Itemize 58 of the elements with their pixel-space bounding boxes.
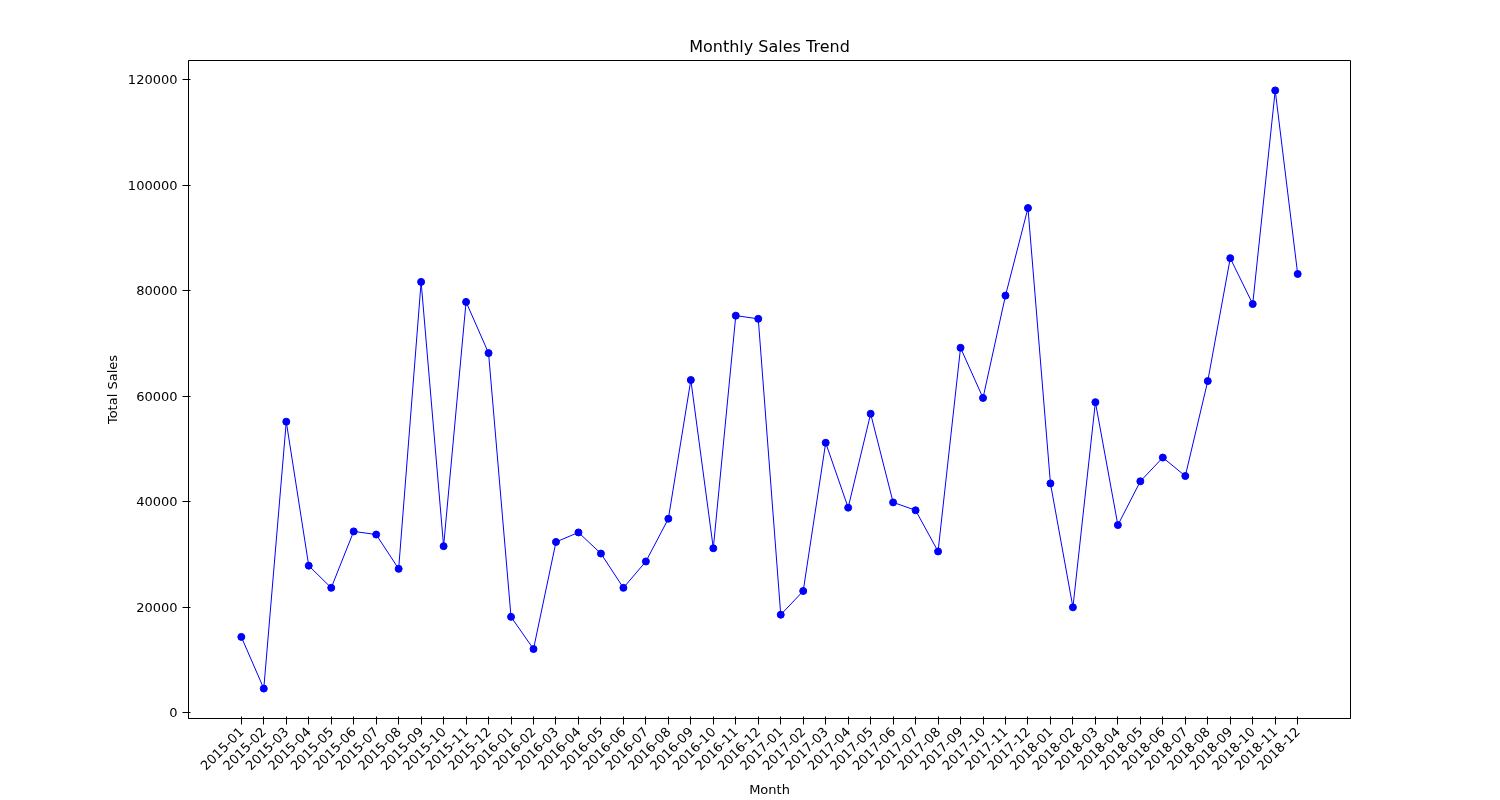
y-tick-label: 60000 xyxy=(136,388,178,404)
point xyxy=(911,506,920,515)
point xyxy=(979,393,988,402)
point xyxy=(327,583,336,592)
point xyxy=(417,277,426,286)
point xyxy=(1158,453,1167,462)
y-axis-title: Total Sales xyxy=(104,354,120,426)
y-tick-label: 20000 xyxy=(136,599,178,615)
point xyxy=(664,514,673,523)
point xyxy=(956,343,965,352)
point xyxy=(439,542,448,551)
point xyxy=(259,684,268,693)
point xyxy=(1113,521,1122,530)
point xyxy=(1046,479,1055,488)
point xyxy=(1023,204,1032,213)
point xyxy=(394,564,403,573)
point xyxy=(462,297,471,306)
point xyxy=(1248,300,1257,309)
point xyxy=(574,528,583,537)
point xyxy=(1181,472,1190,480)
point xyxy=(282,417,291,426)
point xyxy=(799,587,808,595)
point xyxy=(304,561,313,570)
point xyxy=(619,583,628,592)
point xyxy=(641,557,650,566)
point xyxy=(1293,269,1302,278)
point xyxy=(934,547,943,556)
point xyxy=(1136,477,1145,486)
point xyxy=(1068,603,1077,612)
y-tick-label: 0 xyxy=(169,705,178,721)
point xyxy=(349,527,358,536)
chart-title: Monthly Sales Trend xyxy=(689,36,850,56)
point xyxy=(1226,254,1235,263)
point xyxy=(1001,291,1010,300)
point xyxy=(1203,377,1212,386)
y-tick-label: 40000 xyxy=(136,494,178,510)
point xyxy=(709,544,718,553)
point xyxy=(1091,398,1100,407)
point xyxy=(686,376,695,384)
point xyxy=(754,314,763,323)
x-axis-title: Month xyxy=(749,782,790,798)
point xyxy=(507,612,516,621)
point xyxy=(731,311,740,320)
point xyxy=(551,537,560,546)
point xyxy=(821,438,830,447)
point xyxy=(866,409,875,418)
point xyxy=(484,349,493,358)
point xyxy=(529,645,538,654)
point xyxy=(372,530,381,539)
point xyxy=(237,632,246,641)
y-tick-label: 80000 xyxy=(136,283,178,299)
point xyxy=(844,503,853,512)
point xyxy=(1271,86,1280,95)
y-tick-label: 100000 xyxy=(127,177,178,193)
point xyxy=(889,498,898,507)
point xyxy=(596,549,605,558)
y-tick-label: 120000 xyxy=(127,72,178,88)
point xyxy=(776,610,785,619)
